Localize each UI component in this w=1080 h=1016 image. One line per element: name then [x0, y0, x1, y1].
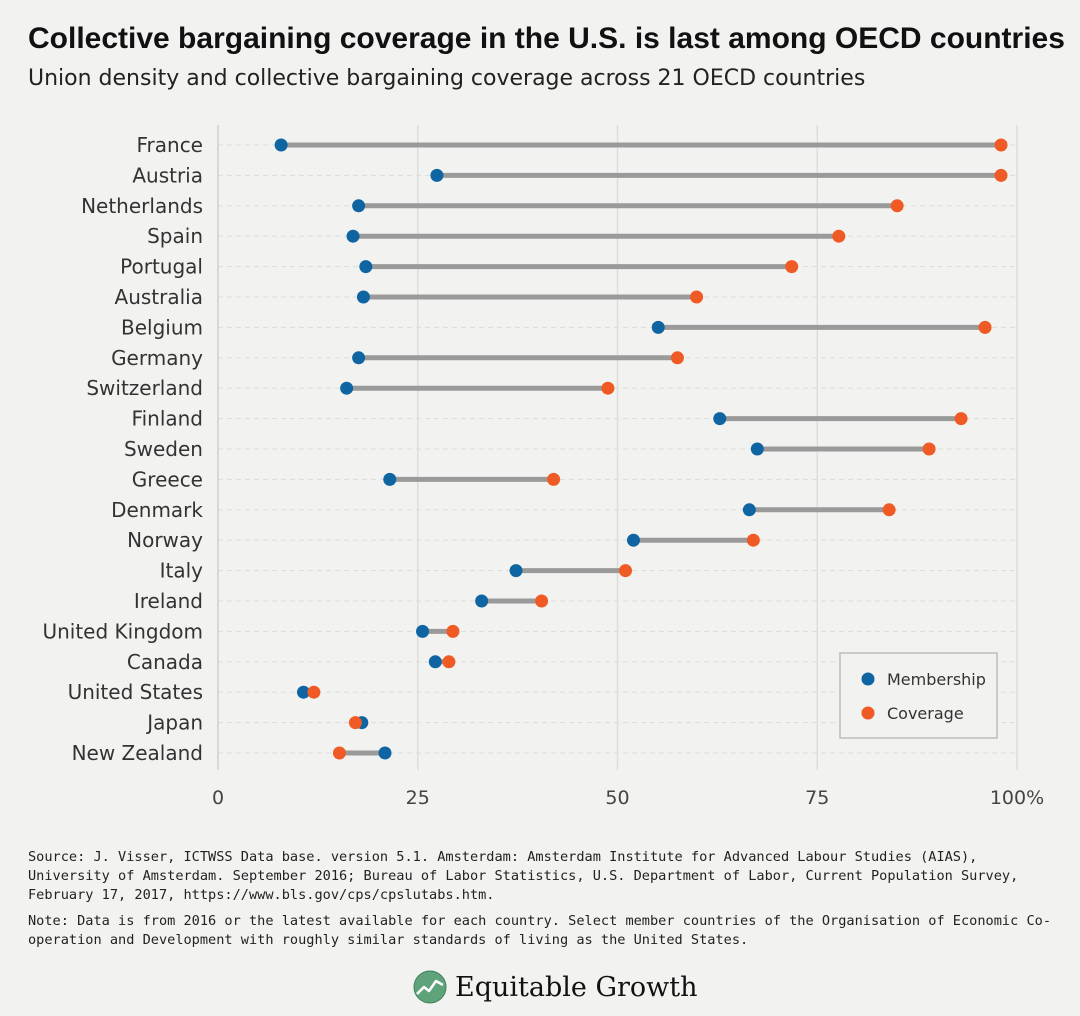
legend-swatch — [861, 672, 875, 686]
membership-dot — [352, 351, 366, 365]
coverage-dot — [332, 746, 346, 760]
membership-dot — [378, 746, 392, 760]
membership-dot — [274, 138, 288, 152]
coverage-dot — [994, 138, 1008, 152]
x-tick-label: 50 — [605, 787, 629, 809]
membership-dot — [428, 655, 442, 669]
coverage-dot — [785, 260, 799, 274]
membership-dot — [359, 260, 373, 274]
legend-swatch — [861, 706, 875, 720]
coverage-dot — [307, 685, 321, 699]
membership-dot — [651, 320, 665, 334]
x-tick-label: 0 — [212, 787, 224, 809]
membership-dot — [340, 381, 354, 395]
coverage-dot — [954, 412, 968, 426]
category-label: United States — [68, 680, 203, 704]
coverage-dot — [746, 533, 760, 547]
category-label: Japan — [145, 711, 203, 735]
chart-subtitle: Union density and collective bargaining … — [28, 66, 866, 91]
coverage-dot — [442, 655, 456, 669]
data-note: Note: Data is from 2016 or the latest av… — [28, 913, 1052, 948]
category-label: Spain — [147, 224, 203, 248]
dot-range-chart: 0 25 50 75 100% France Austria Netherlands Spain… — [42, 125, 1044, 809]
coverage-dot — [670, 351, 684, 365]
category-label: Germany — [111, 346, 203, 370]
category-label: Canada — [127, 650, 203, 674]
membership-dot — [713, 412, 727, 426]
category-label: France — [136, 133, 203, 157]
category-label: Sweden — [124, 437, 203, 461]
equitable-growth-logo-icon — [413, 970, 447, 1004]
membership-dot — [742, 503, 756, 517]
category-label: New Zealand — [72, 741, 203, 765]
category-label: Belgium — [121, 315, 203, 339]
chart-title: Collective bargaining coverage in the U.… — [28, 22, 1065, 55]
category-label: Australia — [115, 285, 203, 309]
coverage-dot — [978, 320, 992, 334]
coverage-dot — [535, 594, 549, 608]
category-label: Ireland — [134, 589, 203, 613]
category-label: Switzerland — [86, 376, 203, 400]
membership-dot — [475, 594, 489, 608]
legend-box — [839, 652, 998, 739]
membership-dot — [383, 472, 397, 486]
membership-dot — [626, 533, 640, 547]
coverage-dot — [446, 624, 460, 638]
coverage-dot — [890, 199, 904, 213]
source-note: Source: J. Visser, ICTWSS Data base. ver… — [28, 849, 1019, 903]
membership-dot — [430, 168, 444, 182]
membership-dot — [296, 685, 310, 699]
coverage-dot — [994, 168, 1008, 182]
equitable-growth-logo: Equitable Growth — [413, 970, 698, 1004]
coverage-dot — [690, 290, 704, 304]
membership-dot — [750, 442, 764, 456]
x-tick-label: 75 — [805, 787, 829, 809]
category-label: Finland — [132, 407, 203, 431]
category-label: Denmark — [111, 498, 203, 522]
coverage-dot — [601, 381, 615, 395]
category-label: Greece — [132, 467, 203, 491]
membership-dot — [416, 624, 430, 638]
category-label: Austria — [132, 163, 203, 187]
logo-text: Equitable Growth — [455, 971, 698, 1003]
legend-label: Coverage — [887, 704, 964, 723]
coverage-dot — [832, 229, 846, 243]
membership-dot — [356, 290, 370, 304]
legend-label: Membership — [887, 670, 986, 689]
category-label: United Kingdom — [42, 619, 203, 643]
membership-dot — [352, 199, 366, 213]
coverage-dot — [547, 472, 561, 486]
x-tick-label: 25 — [406, 787, 430, 809]
membership-dot — [509, 564, 523, 578]
coverage-dot — [882, 503, 896, 517]
coverage-dot — [618, 564, 632, 578]
coverage-dot — [348, 716, 362, 730]
category-label: Norway — [127, 528, 203, 552]
category-label: Portugal — [120, 255, 203, 279]
x-tick-label: 100% — [990, 787, 1044, 809]
coverage-dot — [922, 442, 936, 456]
membership-dot — [346, 229, 360, 243]
category-label: Italy — [160, 559, 204, 583]
category-label: Netherlands — [81, 194, 203, 218]
